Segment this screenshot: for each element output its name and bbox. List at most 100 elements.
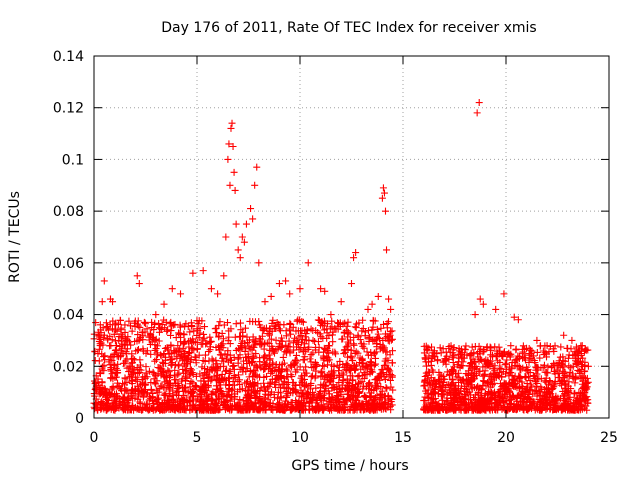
data-point (581, 389, 589, 397)
data-point (574, 348, 582, 356)
data-point (143, 325, 151, 333)
data-point (360, 369, 368, 377)
data-point (515, 363, 523, 371)
data-point (525, 358, 533, 366)
data-point (473, 109, 481, 117)
data-point (343, 397, 351, 405)
data-point (498, 394, 506, 402)
data-point (381, 207, 389, 215)
data-point (219, 393, 227, 401)
data-point (578, 385, 586, 393)
data-point (329, 402, 337, 410)
data-point (383, 385, 391, 393)
data-point (152, 380, 160, 388)
data-point (119, 393, 127, 401)
data-point (329, 338, 337, 346)
data-point (551, 370, 559, 378)
data-point (274, 345, 282, 353)
x-tick-label: 20 (497, 430, 515, 446)
y-axis-label: ROTI / TECUs (7, 191, 23, 283)
data-point (569, 351, 577, 359)
data-point (275, 399, 283, 407)
data-point (537, 391, 545, 399)
data-point (136, 356, 144, 364)
data-point (136, 323, 144, 331)
data-point (333, 361, 341, 369)
data-point (561, 357, 569, 365)
data-point (180, 369, 188, 377)
data-point (169, 391, 177, 399)
data-point (302, 369, 310, 377)
data-point (232, 320, 240, 328)
data-point (108, 325, 116, 333)
data-point (546, 343, 554, 351)
data-point (238, 233, 246, 241)
data-point (110, 360, 118, 368)
data-point (91, 347, 99, 355)
data-point (299, 393, 307, 401)
data-point (369, 316, 377, 324)
data-point (193, 325, 201, 333)
data-point (373, 343, 381, 351)
data-point (163, 327, 171, 335)
data-point (119, 406, 127, 414)
data-point (206, 343, 214, 351)
data-point (571, 379, 579, 387)
data-point (544, 369, 552, 377)
data-point (241, 324, 249, 332)
data-point (429, 377, 437, 385)
data-point (226, 397, 234, 405)
data-point (191, 353, 199, 361)
y-tick-label: 0.12 (53, 101, 84, 117)
data-point (282, 332, 290, 340)
data-point (229, 362, 237, 370)
data-point (302, 347, 310, 355)
data-point (461, 346, 469, 354)
data-point (352, 348, 360, 356)
data-point (454, 369, 462, 377)
data-point (318, 406, 326, 414)
data-point (95, 332, 103, 340)
data-point (354, 386, 362, 394)
data-point (550, 347, 558, 355)
data-point (361, 393, 369, 401)
data-point (117, 326, 125, 334)
data-point (220, 272, 228, 280)
data-point (466, 388, 474, 396)
data-point (300, 344, 308, 352)
data-point (347, 385, 355, 393)
data-point (226, 381, 234, 389)
data-point (500, 290, 508, 298)
data-point (283, 347, 291, 355)
data-point (559, 370, 567, 378)
data-point (320, 362, 328, 370)
data-point (282, 387, 290, 395)
data-point (442, 356, 450, 364)
data-point (287, 320, 295, 328)
data-point (377, 370, 385, 378)
data-point (386, 367, 394, 375)
data-point (213, 360, 221, 368)
data-point (97, 399, 105, 407)
data-point (507, 342, 515, 350)
data-point (243, 333, 251, 341)
data-point (304, 259, 312, 267)
data-point (200, 334, 208, 342)
data-point (223, 366, 231, 374)
data-point (509, 392, 517, 400)
data-point (213, 329, 221, 337)
data-point (95, 357, 103, 365)
data-point (352, 249, 360, 257)
data-point (98, 404, 106, 412)
data-point (514, 401, 522, 409)
data-point (516, 373, 524, 381)
data-point (462, 342, 470, 350)
data-point (562, 381, 570, 389)
data-point (205, 367, 213, 375)
data-point (325, 378, 333, 386)
data-point (228, 356, 236, 364)
data-point (374, 292, 382, 300)
data-point (440, 372, 448, 380)
data-point (166, 320, 174, 328)
data-point (476, 295, 484, 303)
